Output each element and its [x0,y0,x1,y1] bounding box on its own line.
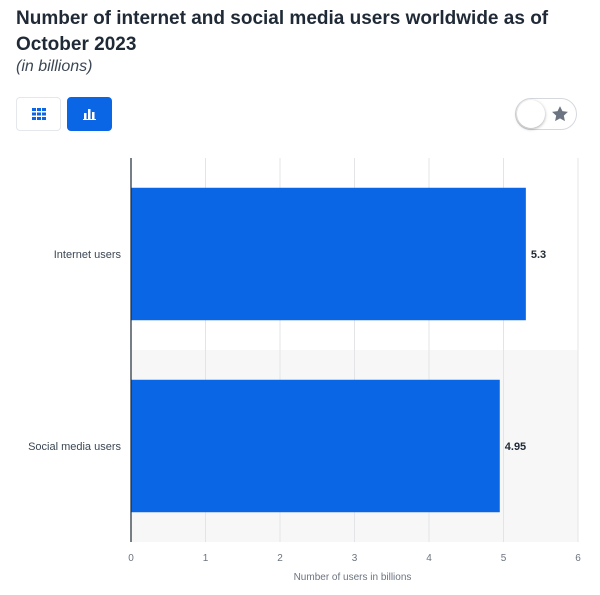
chart-view-button[interactable] [67,97,112,131]
x-axis-label: Number of users in billions [294,572,412,583]
bar[interactable] [131,379,500,513]
star-icon [552,106,568,122]
x-tick-label: 0 [128,553,134,564]
x-tick-label: 1 [203,553,209,564]
favorite-toggle[interactable] [515,98,577,130]
bar-chart-icon [83,109,96,120]
category-label: Internet users [54,249,122,261]
bar-chart: 0 1 2 3 4 5 6 Internet users 5.3 Social media use… [28,158,581,583]
x-tick-label: 4 [426,553,432,564]
category-label: Social media users [28,441,121,453]
x-tick-label: 3 [352,553,358,564]
chart-title: Number of internet and social media user… [16,8,549,55]
bar[interactable] [131,187,526,321]
table-view-button[interactable] [16,97,61,131]
grid-icon [31,108,46,120]
chart-subtitle: (in billions) [16,58,93,75]
toggle-knob[interactable] [517,100,545,128]
x-tick-label: 6 [575,553,581,564]
view-toggle-group [16,97,112,131]
data-label: 5.3 [531,249,546,261]
data-label: 4.95 [505,441,526,453]
x-tick-label: 5 [501,553,507,564]
x-tick-label: 2 [277,553,283,564]
